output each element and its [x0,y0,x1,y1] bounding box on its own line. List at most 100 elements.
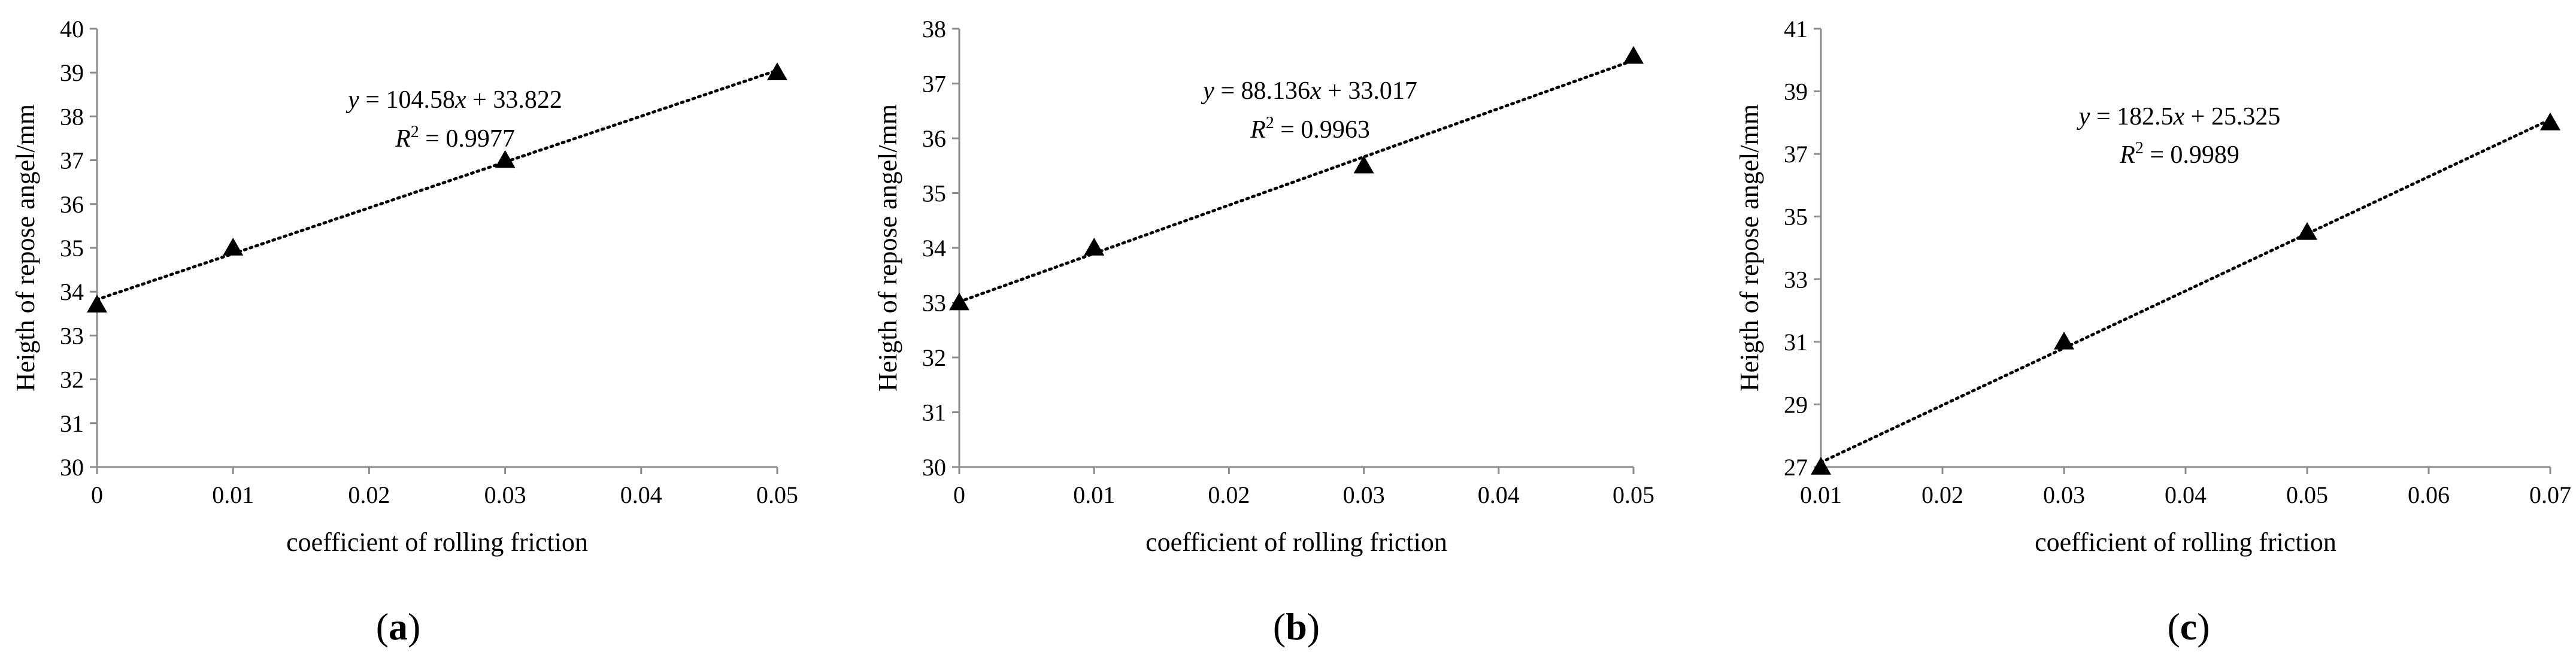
panel-label-close-paren: ) [2197,605,2210,648]
r-squared-value: = 0.9963 [1274,116,1370,144]
y-tick-label: 37 [922,71,946,98]
data-point-triangle [767,62,787,80]
panel-label-letter: a [389,605,408,648]
x-tick-label: 0.03 [2043,481,2085,508]
y-tick-label: 38 [60,103,84,130]
x-axis-title: coefficient of rolling friction [2035,527,2336,557]
chart-panel-a: 30 31 32 33 34 35 36 37 38 39 40 0 0.01 0.02 0.03 0.04 0… [11,16,798,648]
data-point-triangle [949,292,969,311]
x-tick-label: 0.04 [1478,481,1520,508]
x-axis-title: coefficient of rolling friction [286,527,588,557]
panel-label-close-paren: ) [408,605,420,648]
y-tick-label: 31 [60,410,84,437]
x-tick-label: 0.01 [212,481,254,508]
chart-panel-c: 27 29 31 33 35 37 39 41 0.01 0.02 0.03 0.04 0.05 0.06… [1735,16,2571,648]
r-superscript: 2 [2135,139,2144,157]
r-squared-label: R2 = 0.9963 [1250,114,1370,144]
x-tick-label: 0.07 [2529,481,2571,508]
y-tick-label: 31 [1784,329,1808,356]
x-tick-label: 0.02 [1208,481,1250,508]
data-point-triangle [1811,457,1831,475]
y-tick-label: 41 [1784,16,1808,43]
equation-slope: = 104.58 [359,86,455,114]
y-tick-label: 35 [60,235,84,262]
y-tick-label: 30 [60,454,84,481]
equation-x-symbol: x [1310,77,1322,105]
trendline [957,59,1635,304]
equation-x-symbol: x [454,86,466,114]
y-tick-label: 36 [60,191,84,218]
y-tick-label: 29 [1784,391,1808,418]
r-squared-value: = 0.9989 [2144,141,2239,169]
r-symbol: R [1250,116,1266,144]
y-tick-label: 40 [60,16,84,43]
x-tick-label: 0.05 [2286,481,2328,508]
x-tick-label: 0.01 [1073,481,1115,508]
r-squared-value: = 0.9977 [419,125,515,153]
x-tick-label: 0 [953,481,965,508]
equation-y-symbol: y [1201,77,1214,105]
data-point-triangle [2297,222,2317,240]
r-symbol: R [395,125,411,153]
y-tick-label: 34 [60,278,84,305]
y-tick-label: 35 [1784,204,1808,231]
data-point-triangle [1084,238,1105,256]
x-tick-label: 0.06 [2408,481,2450,508]
x-tick-label: 0.04 [2165,481,2207,508]
panel-label-open-paren: ( [376,605,389,648]
panel-label-letter: b [1286,605,1307,648]
panel-label: (a) [376,605,421,648]
data-point-triangle [495,150,516,168]
trendline [95,68,779,301]
x-tick-label: 0.04 [620,481,662,508]
panel-label-close-paren: ) [1307,605,1320,648]
y-tick-label: 32 [60,366,84,393]
y-axis-title: Heigth of repose angel/mm [1735,104,1764,392]
panel-label-open-paren: ( [2167,605,2180,648]
y-tick-label: 39 [60,59,84,86]
y-axis-title: Heigth of repose angel/mm [11,104,40,392]
equation-slope: = 88.136 [1214,77,1310,105]
chart-panel-b: 30 31 32 33 34 35 36 37 38 0 0.01 0.02 0.03 0.04 0.05 c… [873,16,1654,648]
equation-y-symbol: y [2077,103,2090,131]
r-symbol: R [2119,141,2135,169]
equation-intercept: + 25.325 [2184,103,2280,131]
data-point-triangle [1353,155,1374,174]
panel-label-letter: c [2180,605,2197,648]
y-tick-label: 31 [922,399,946,426]
equation-intercept: + 33.822 [466,86,562,114]
x-tick-label: 0.02 [1922,481,1963,508]
y-tick-label: 38 [922,16,946,43]
equation-intercept: + 33.017 [1322,77,1417,105]
y-tick-label: 35 [922,180,946,207]
y-tick-label: 33 [922,290,946,317]
data-point-triangle [87,295,107,313]
data-point-triangle [2540,112,2560,131]
trendline-equation: y = 104.58x + 33.822 [346,86,562,114]
y-tick-label: 33 [60,322,84,349]
equation-x-symbol: x [2173,103,2185,131]
r-superscript: 2 [1266,114,1274,132]
r-squared-label: R2 = 0.9989 [2119,139,2239,169]
equation-slope: = 182.5 [2090,103,2173,131]
y-axis-title: Heigth of repose angel/mm [873,104,902,392]
y-tick-label: 39 [1784,78,1808,105]
y-tick-label: 33 [1784,266,1808,293]
x-tick-label: 0.01 [1800,481,1842,508]
trendline [1819,118,2552,464]
panel-label: (c) [2167,605,2210,648]
equation-y-symbol: y [346,86,359,114]
panel-label: (b) [1273,605,1320,648]
x-tick-label: 0.03 [484,481,526,508]
y-tick-label: 37 [1784,141,1808,168]
trendline-equation: y = 88.136x + 33.017 [1201,77,1417,105]
data-point-triangle [223,238,244,256]
y-tick-label: 34 [922,235,946,262]
data-point-triangle [1623,46,1644,64]
r-squared-label: R2 = 0.9977 [395,123,515,153]
x-tick-label: 0.05 [756,481,798,508]
x-tick-label: 0.02 [348,481,390,508]
panel-label-open-paren: ( [1273,605,1286,648]
y-tick-label: 30 [922,454,946,481]
